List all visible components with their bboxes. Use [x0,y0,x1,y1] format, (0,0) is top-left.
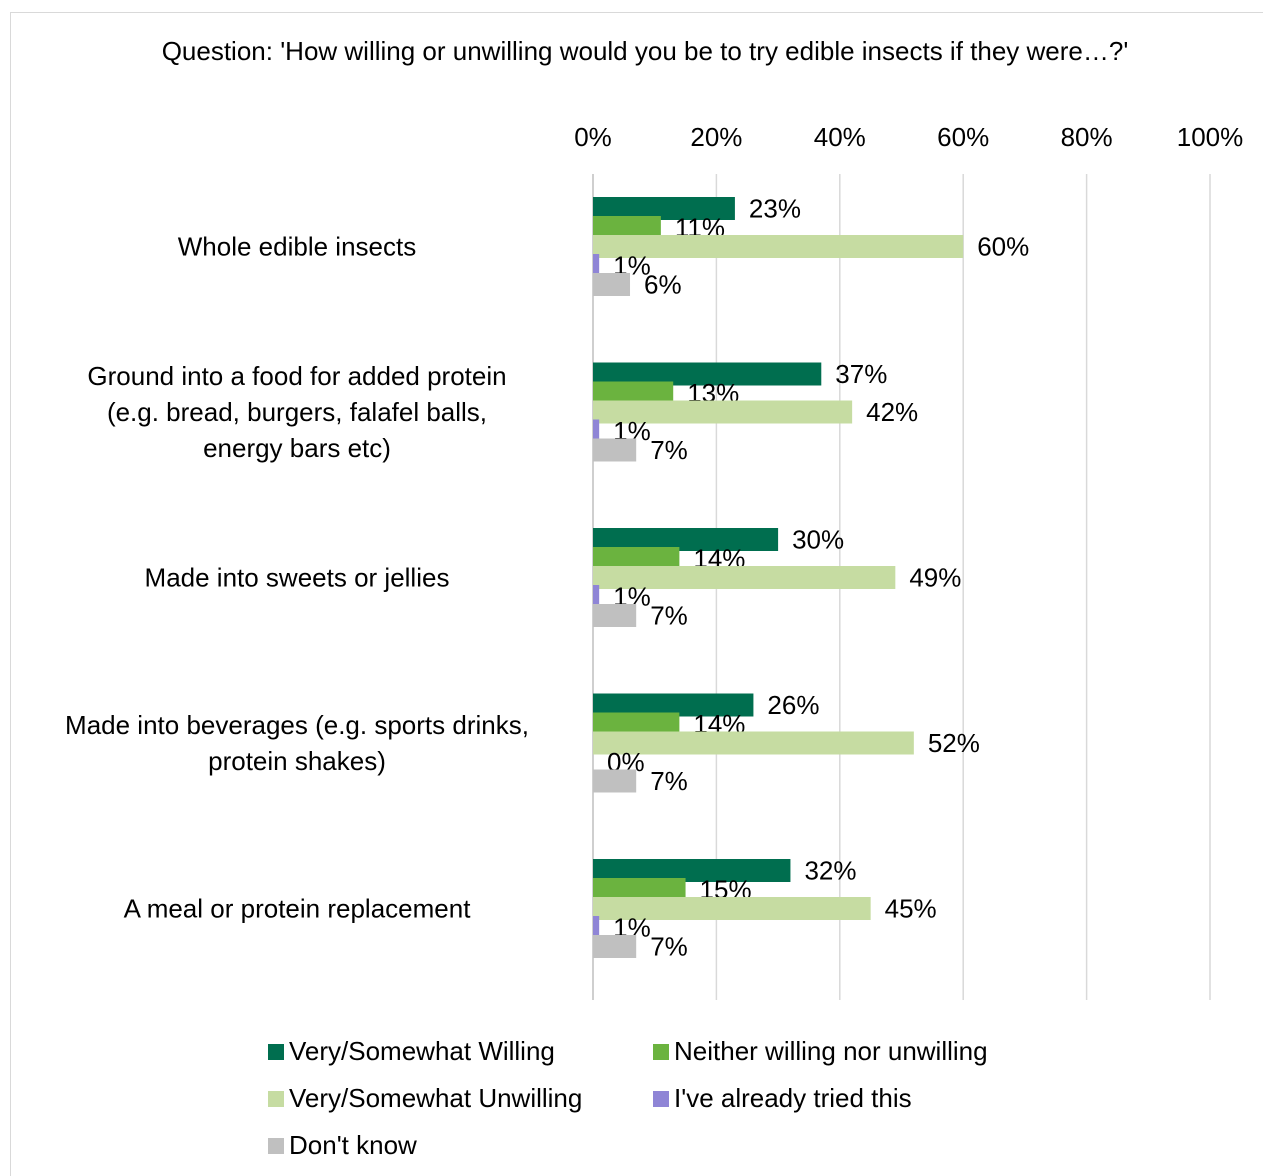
legend-label: I've already tried this [674,1083,912,1113]
bar [593,731,914,755]
bar [593,528,779,551]
data-label: 60% [977,232,1029,262]
legend-swatch [268,1090,284,1107]
bar [593,878,686,901]
bar [593,216,661,239]
bar [593,693,754,717]
category-label: Made into beverages (e.g. sports drinks,… [65,710,529,776]
bar [593,897,871,920]
legend-label: Don't know [289,1130,417,1160]
data-label: 45% [885,894,937,924]
x-tick-label: 40% [814,122,866,152]
legend-swatch [268,1043,284,1060]
bar [593,916,600,939]
bar-chart: 0% 20% 40% 60% 80% 100% Whole edible insects 23… [65,122,1244,1000]
bar [593,859,791,882]
bar [593,935,637,958]
legend-label: Very/Somewhat Willing [289,1036,555,1066]
legend-swatch [653,1090,669,1107]
bar [593,381,674,405]
legend-label: Very/Somewhat Unwilling [289,1083,583,1113]
bar [593,585,600,608]
legend-swatch [268,1137,284,1154]
data-label: 37% [835,359,887,389]
category-label: Whole edible insects [178,232,416,262]
data-label: 42% [866,397,918,427]
bar [593,400,853,424]
data-label: 6% [644,270,682,300]
x-tick-label: 100% [1177,122,1244,152]
bar [593,273,631,296]
bar [593,566,896,589]
x-tick-label: 60% [937,122,989,152]
data-label: 7% [650,766,688,796]
bar [593,235,964,258]
data-label: 23% [749,194,801,224]
category-label: Ground into a food for added protein (e.g… [87,361,506,463]
bar [593,547,680,570]
bar [593,712,680,736]
bar [593,197,735,220]
bar [593,419,600,443]
legend-item: Neither willing nor unwilling [653,1036,988,1067]
data-label: 7% [650,932,688,962]
data-label: 52% [928,728,980,758]
bar [593,438,637,462]
legend-label: Neither willing nor unwilling [674,1036,988,1066]
category-label: A meal or protein replacement [124,894,472,924]
data-label: 7% [650,601,688,631]
legend-swatch [653,1043,669,1060]
x-tick-label: 80% [1061,122,1113,152]
chart-title: Question: 'How willing or unwilling woul… [161,36,1129,66]
x-tick-label: 0% [574,122,612,152]
bar [593,769,637,793]
legend-item: I've already tried this [653,1083,912,1114]
bar [593,604,637,627]
legend-item: Very/Somewhat Willing [268,1036,555,1067]
chart-frame [10,12,1263,1176]
data-label: 32% [804,856,856,886]
legend-item: Don't know [268,1130,417,1161]
legend-item: Very/Somewhat Unwilling [268,1083,582,1114]
data-label: 30% [792,525,844,555]
data-label: 49% [909,563,961,593]
data-label: 26% [767,690,819,720]
category-label: Made into sweets or jellies [145,563,450,593]
bar [593,254,600,277]
bar [593,362,822,386]
x-tick-label: 20% [690,122,742,152]
data-label: 7% [650,435,688,465]
